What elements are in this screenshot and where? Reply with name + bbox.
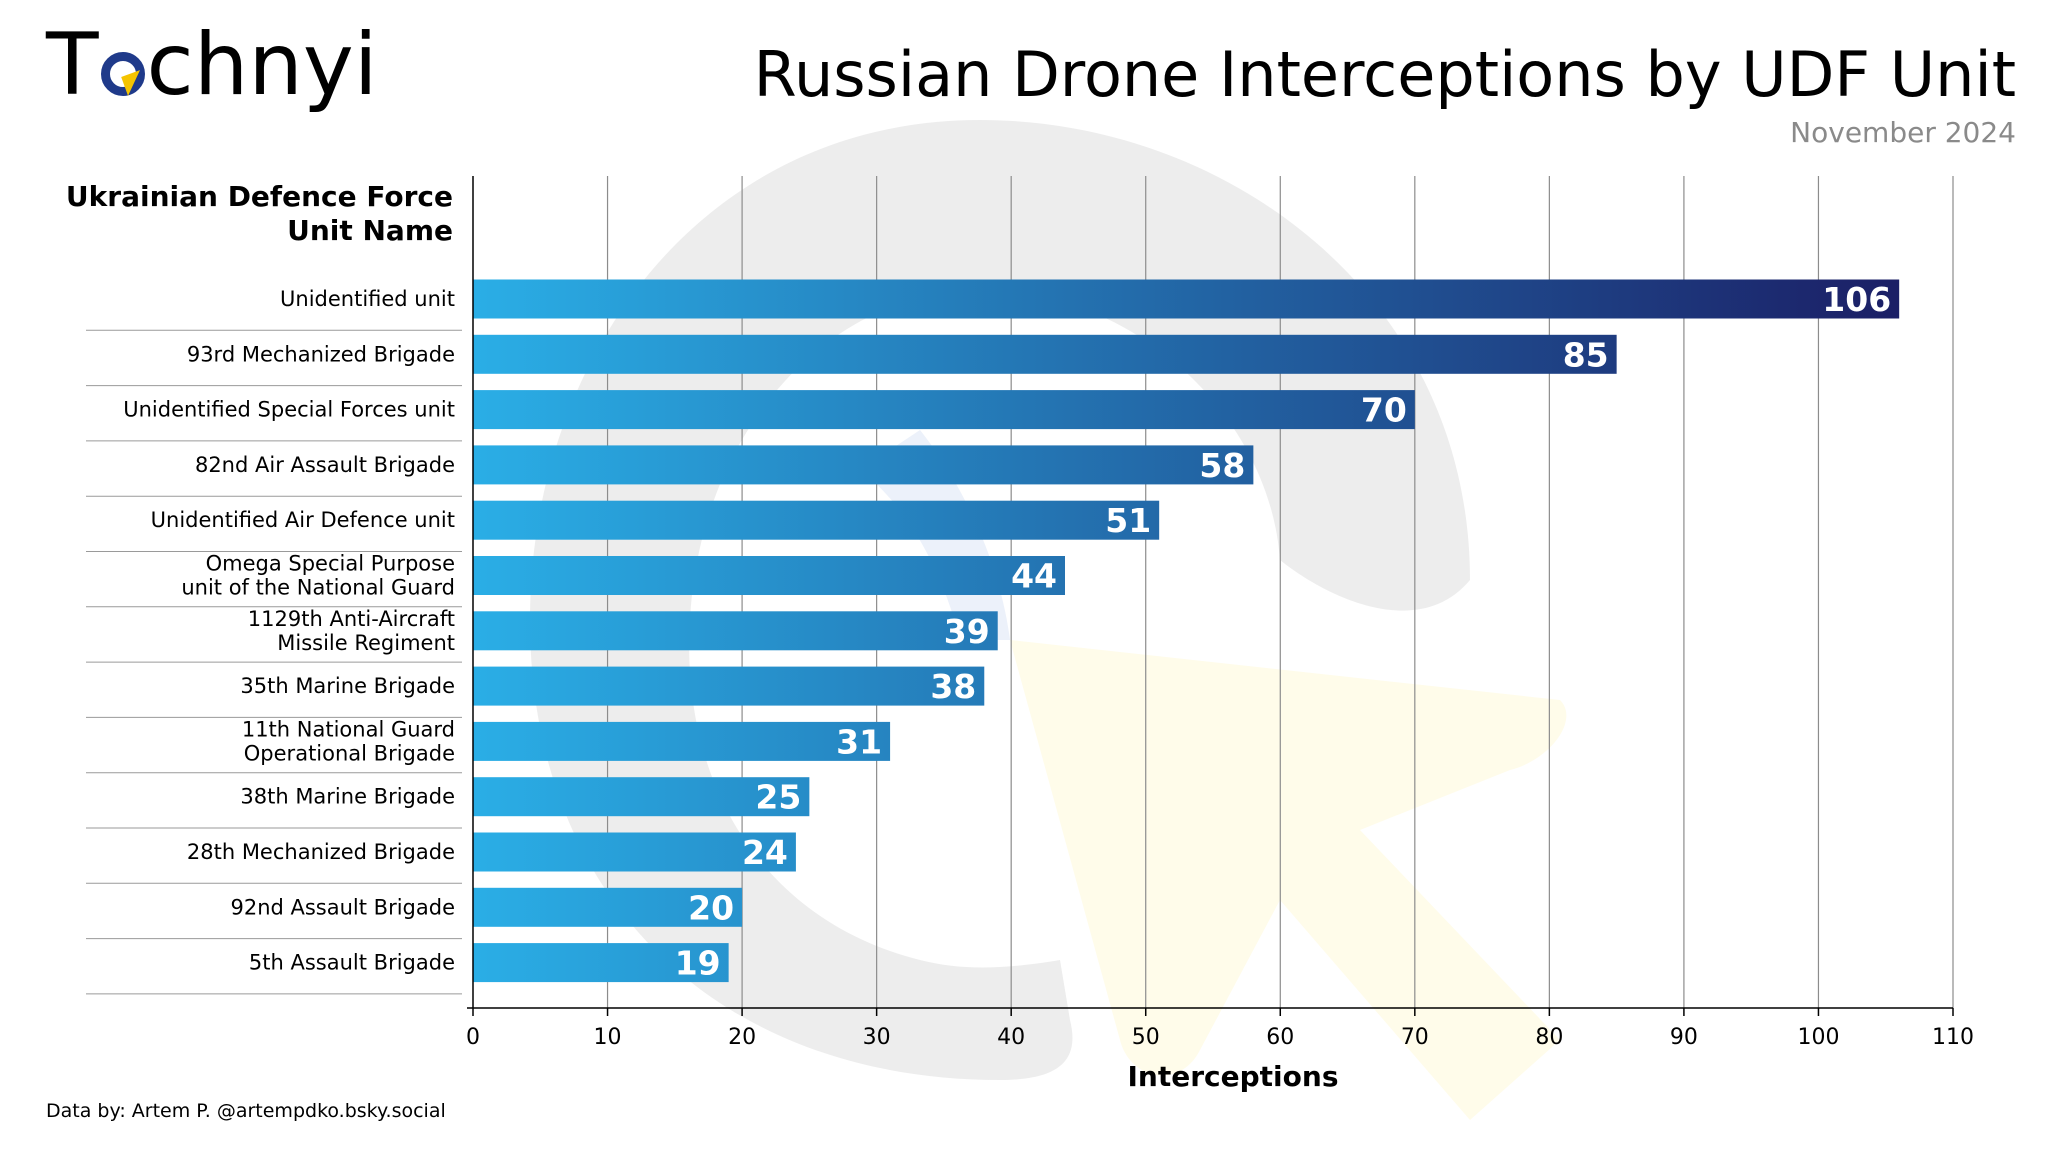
chart-title: Russian Drone Interceptions by UDF Unit: [753, 38, 2016, 111]
category-label: 92nd Assault Brigade: [230, 895, 455, 919]
category-label: Omega Special Purpose unit of the Nationa…: [181, 552, 455, 600]
category-label: 82nd Air Assault Brigade: [195, 453, 455, 477]
value-label: 58: [1199, 446, 1245, 485]
x-tick-label: 110: [1932, 1025, 1974, 1050]
x-tick-label: 50: [1132, 1025, 1160, 1050]
bar: [473, 556, 1065, 595]
bar: [473, 721, 891, 761]
category-label: Unidentified Air Defence unit: [151, 508, 455, 532]
value-label: 70: [1361, 391, 1407, 430]
value-label: 38: [930, 667, 976, 706]
category-label: 5th Assault Brigade: [249, 951, 455, 975]
x-tick-label: 10: [594, 1025, 622, 1050]
value-label: 25: [755, 778, 801, 817]
value-label: 19: [675, 944, 721, 983]
x-tick-label: 20: [728, 1025, 756, 1050]
bar: [473, 334, 1617, 374]
x-tick-label: 0: [466, 1025, 480, 1050]
x-tick-label: 40: [997, 1025, 1025, 1050]
bar: [473, 500, 1160, 540]
category-label: 35th Marine Brigade: [240, 674, 455, 698]
data-credit: Data by: Artem P. @artempdko.bsky.social: [46, 1100, 446, 1122]
bar: [473, 777, 810, 817]
bar: [473, 611, 998, 651]
value-label: 44: [1011, 557, 1057, 596]
category-label: 28th Mechanized Brigade: [187, 840, 455, 864]
category-label: Unidentified unit: [280, 287, 455, 311]
bar: [473, 832, 796, 872]
bar: [473, 666, 985, 706]
x-tick-label: 90: [1670, 1025, 1698, 1050]
category-label: 1129th Anti-Aircraft Missile Regiment: [248, 607, 455, 655]
category-label: Unidentified Special Forces unit: [123, 398, 455, 422]
category-label: 93rd Mechanized Brigade: [187, 342, 455, 366]
value-label: 31: [836, 722, 882, 761]
x-axis-title: Interceptions: [1128, 1060, 1339, 1093]
category-header-line-2: Unit Name: [287, 214, 453, 247]
chart-subtitle: November 2024: [1790, 116, 2016, 149]
x-tick-label: 60: [1266, 1025, 1294, 1050]
value-label: 51: [1105, 501, 1151, 540]
x-tick-label: 80: [1535, 1025, 1563, 1050]
value-label: 85: [1563, 335, 1609, 374]
category-header-line-1: Ukrainian Defence Force: [65, 180, 453, 213]
category-label: 11th National Guard Operational Brigade: [242, 717, 455, 765]
value-label: 39: [944, 612, 990, 651]
x-tick-label: 70: [1401, 1025, 1429, 1050]
bar: [473, 390, 1415, 430]
value-label: 106: [1822, 280, 1891, 319]
value-label: 20: [688, 888, 734, 927]
x-tick-label: 30: [863, 1025, 891, 1050]
category-header: Ukrainian Defence Force Unit Name: [66, 180, 453, 248]
target-cursor-icon: [100, 52, 145, 96]
value-label: 24: [742, 833, 788, 872]
x-tick-label: 100: [1797, 1025, 1839, 1050]
bar: [473, 943, 729, 983]
bar: [473, 445, 1254, 485]
bar: [473, 887, 743, 927]
category-label: 38th Marine Brigade: [240, 785, 455, 809]
bar: [473, 279, 1900, 319]
